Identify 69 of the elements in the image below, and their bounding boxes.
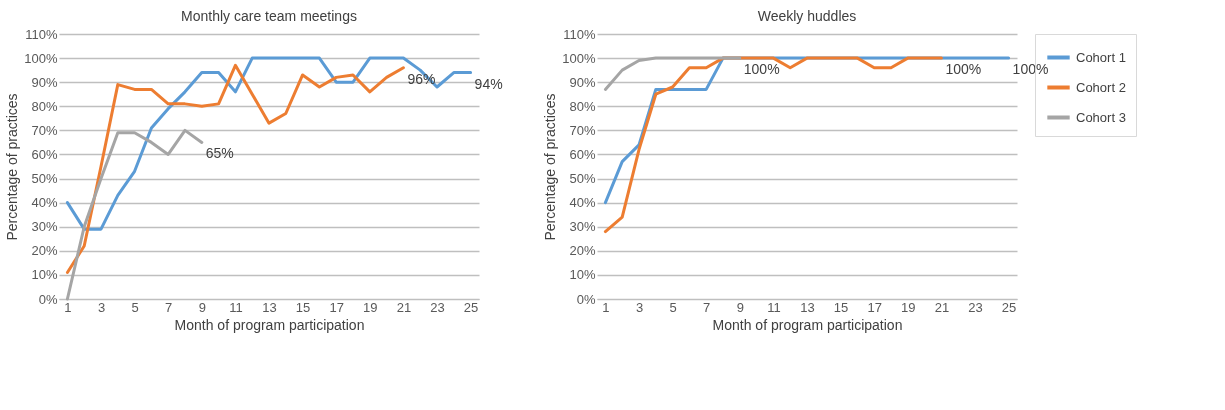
y-tick-label: 40%	[31, 195, 58, 211]
x-tick-label: 15	[295, 299, 311, 315]
y-tick-label: 0%	[576, 291, 596, 307]
annotation: 100%	[945, 61, 982, 78]
x-tick-label: 7	[165, 299, 173, 315]
x-tick-label: 23	[968, 299, 983, 315]
x-tick-label: 23	[430, 299, 445, 315]
y-tick-label: 100%	[24, 50, 58, 66]
annotation: 100%	[743, 61, 780, 78]
chart-title: Monthly care team meetings	[181, 8, 357, 24]
x-tick-label: 19	[901, 299, 916, 315]
x-tick-label: 25	[1001, 299, 1017, 315]
x-tick-label: 11	[229, 299, 243, 315]
line-series	[65, 63, 405, 274]
y-tick-label: 90%	[569, 74, 596, 90]
y-tick-label: 110%	[563, 26, 596, 42]
x-tick-label: 21	[934, 299, 950, 315]
x-tick-label: 13	[800, 299, 815, 315]
y-tick-label: 0%	[38, 291, 58, 307]
legend-label: Cohort 3	[1076, 109, 1126, 125]
x-tick-label: 9	[198, 299, 206, 315]
x-axis-title: Month of program participation	[174, 316, 365, 333]
y-tick-label: 100%	[562, 50, 596, 66]
x-tick-label: 17	[867, 299, 882, 315]
legend-label: Cohort 1	[1076, 49, 1126, 65]
x-tick-label: 17	[329, 299, 344, 315]
x-axis-title: Month of program participation	[712, 316, 903, 333]
y-tick-label: 20%	[569, 243, 596, 259]
y-tick-label: 70%	[31, 122, 58, 138]
y-tick-label: 30%	[569, 219, 596, 235]
annotation: 65%	[205, 145, 234, 162]
x-tick-label: 5	[669, 299, 677, 315]
y-tick-label: 70%	[569, 122, 596, 138]
line-series	[65, 56, 473, 231]
x-tick-label: 15	[833, 299, 849, 315]
y-axis-title: Percentage of practices	[542, 93, 559, 241]
y-tick-label: 20%	[31, 243, 58, 259]
x-tick-label: 1	[602, 299, 610, 315]
x-tick-label: 3	[635, 299, 644, 315]
y-tick-label: 10%	[569, 267, 596, 283]
line-series	[603, 56, 943, 234]
y-tick-label: 90%	[31, 74, 58, 90]
y-tick-label: 50%	[31, 171, 58, 187]
chart-title: Weekly huddles	[757, 8, 857, 24]
annotation: 94%	[474, 75, 503, 92]
x-tick-label: 25	[463, 299, 479, 315]
y-tick-label: 50%	[569, 171, 596, 187]
x-tick-label: 13	[262, 299, 277, 315]
line-series	[603, 56, 742, 91]
x-tick-label: 5	[131, 299, 139, 315]
x-tick-label: 11	[767, 299, 781, 315]
y-axis-title: Percentage of practices	[4, 93, 21, 241]
line-series	[65, 128, 204, 301]
x-tick-label: 9	[736, 299, 744, 315]
x-tick-label: 19	[363, 299, 378, 315]
y-tick-label: 10%	[31, 267, 58, 283]
y-tick-label: 80%	[569, 98, 596, 114]
y-tick-label: 110%	[25, 26, 58, 42]
y-tick-label: 80%	[31, 98, 58, 114]
y-tick-label: 40%	[569, 195, 596, 211]
y-tick-label: 60%	[31, 146, 58, 162]
legend-label: Cohort 2	[1076, 79, 1126, 95]
x-tick-label: 3	[97, 299, 106, 315]
x-tick-label: 1	[64, 299, 72, 315]
y-tick-label: 30%	[31, 219, 58, 235]
x-tick-label: 21	[396, 299, 412, 315]
x-tick-label: 7	[703, 299, 711, 315]
annotation: 100%	[1012, 61, 1049, 78]
y-tick-label: 60%	[569, 146, 596, 162]
